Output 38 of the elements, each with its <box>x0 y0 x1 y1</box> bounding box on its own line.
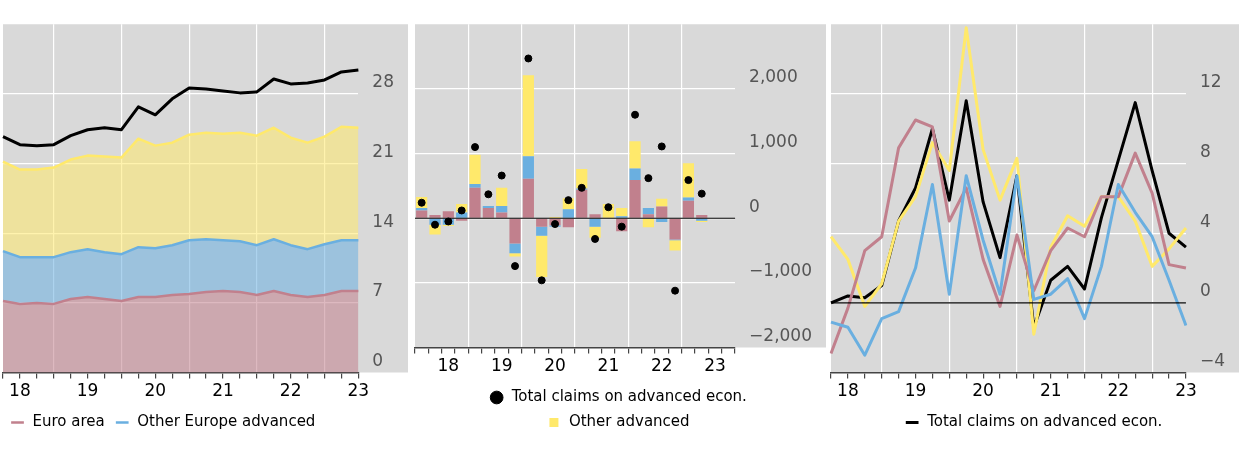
x-tick-label: 21 <box>1039 380 1062 401</box>
legend-label: Euro area <box>32 412 105 431</box>
x-tick-label: 22 <box>650 355 673 376</box>
y-tick-label: 1,000 <box>749 130 798 151</box>
x-tick-label: 21 <box>212 380 234 401</box>
y-tick-label: −1,000 <box>749 260 813 281</box>
y-tick-label: −2,000 <box>749 325 813 346</box>
x-tick-label: 22 <box>279 380 302 401</box>
y-tick-label: 0 <box>372 350 384 371</box>
x-tick-label: 19 <box>490 355 513 376</box>
x-tick-label: 18 <box>9 380 31 401</box>
x-tick-label: 20 <box>544 355 566 376</box>
x-tick-label: 23 <box>347 380 370 401</box>
legend-label: Other advanced <box>568 412 690 431</box>
legend-label: Total claims on advanced econ. <box>510 387 747 406</box>
y-tick-label: 28 <box>372 71 395 92</box>
y-tick-label: 12 <box>1199 71 1222 92</box>
x-tick-label: 23 <box>704 355 726 376</box>
x-tick-label: 19 <box>904 380 927 401</box>
y-tick-label: 21 <box>372 140 395 161</box>
y-tick-label: 0 <box>1199 280 1211 301</box>
y-tick-label: 7 <box>372 280 384 301</box>
y-tick-label: 2,000 <box>749 66 798 87</box>
x-tick-label: 18 <box>837 380 859 401</box>
y-tick-label: 4 <box>1199 210 1211 231</box>
x-tick-label: 23 <box>1175 380 1197 401</box>
x-tick-label: 20 <box>144 380 167 401</box>
y-tick-label: 8 <box>1199 140 1211 161</box>
x-tick-label: 18 <box>437 355 460 376</box>
x-tick-label: 19 <box>76 380 99 401</box>
x-tick-label: 22 <box>1107 380 1130 401</box>
legend-label: Other Europe advanced <box>137 412 316 431</box>
x-tick-label: 21 <box>597 355 620 376</box>
y-tick-label: −4 <box>1199 350 1225 371</box>
y-tick-label: 0 <box>749 195 760 216</box>
legend-label: Total claims on advanced econ. <box>926 412 1163 431</box>
x-tick-label: 20 <box>972 380 994 401</box>
y-tick-label: 14 <box>372 210 395 231</box>
